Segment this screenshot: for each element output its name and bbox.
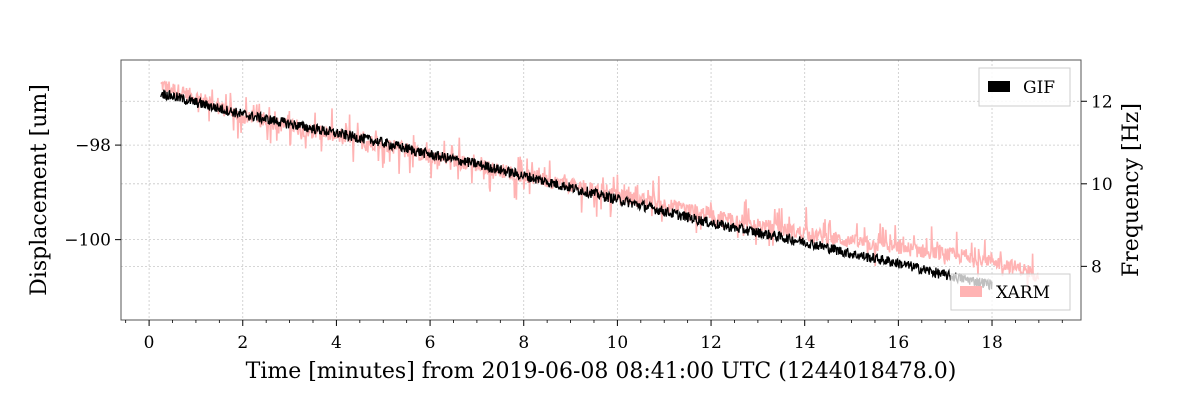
y-tick-label-right: 10 (1091, 175, 1113, 195)
legend-gif-label: GIF (1023, 78, 1055, 98)
legend-xarm-label: XARM (996, 283, 1050, 303)
x-tick-label: 18 (981, 333, 1003, 353)
y-axis-label-left: Displacement [um] (27, 84, 52, 296)
x-tick-label: 2 (237, 333, 248, 353)
legend-xarm-swatch (960, 286, 982, 297)
x-tick-label: 8 (518, 333, 529, 353)
x-tick-label: 4 (331, 333, 342, 353)
x-tick-label: 12 (700, 333, 722, 353)
series-gif-line (160, 89, 993, 291)
plot-frame (120, 59, 1082, 321)
legend-gif: GIF (978, 67, 1071, 107)
y-tick-label-left: −98 (75, 136, 111, 156)
y-axis-label-right: Frequency [Hz] (1119, 103, 1144, 277)
tick-layer: 0 2 4 6 8 10 12 14 16 18 −98 −100 8 10 12 (64, 92, 1112, 353)
y-tick-label-right: 8 (1091, 257, 1102, 277)
x-tick-label: 16 (888, 333, 910, 353)
x-axis-label: Time [minutes] from 2019-06-08 08:41:00 … (246, 359, 957, 384)
x-tick-label: 10 (607, 333, 629, 353)
y-tick-label-left: −100 (64, 231, 111, 251)
legend-xarm: XARM (950, 273, 1071, 311)
x-tick-label: 0 (144, 333, 155, 353)
legend-gif-swatch (988, 81, 1010, 92)
y-tick-label-right: 12 (1091, 92, 1113, 112)
x-tick-label: 14 (794, 333, 816, 353)
legend-gif-frame (978, 67, 1071, 107)
series-layer (160, 80, 1040, 291)
x-tick-label: 6 (425, 333, 436, 353)
